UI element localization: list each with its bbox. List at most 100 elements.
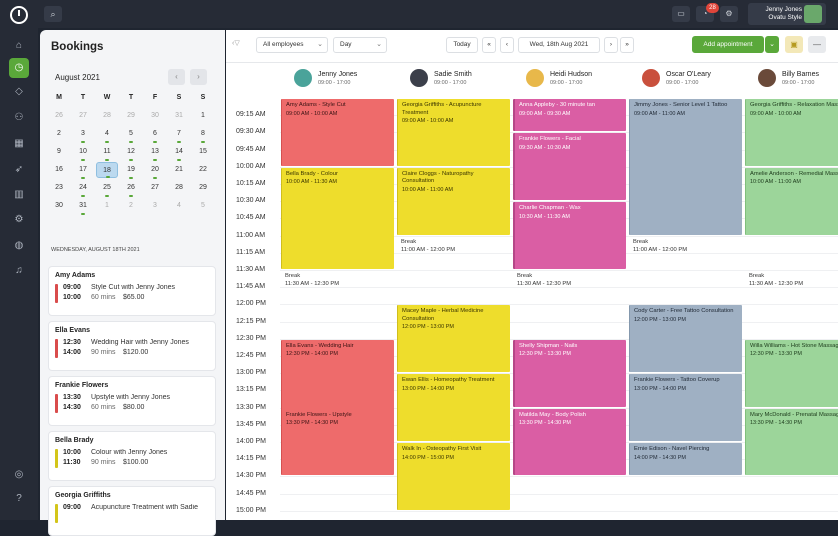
appointment-block[interactable]: Cody Carter - Free Tattoo Consultation 12… (629, 305, 742, 373)
calendar-day[interactable]: 5 (201, 202, 205, 209)
calendar-day[interactable]: 19 (120, 162, 142, 179)
calendar-day[interactable]: 26 (55, 112, 63, 119)
filter-icon[interactable]: ‹▽ (232, 40, 240, 47)
globe-icon[interactable]: ◍ (14, 240, 24, 251)
add-appointment-button[interactable]: Add appointment (692, 36, 764, 53)
calendar-day[interactable]: 23 (55, 184, 63, 191)
employees-dropdown[interactable]: All employees ⌄ (256, 37, 328, 53)
calendar-day[interactable]: 15 (199, 148, 207, 155)
appointment-block[interactable]: Shelly Shipman - Nails 12:30 PM - 13:30 P… (513, 339, 626, 407)
next-month-button[interactable]: › (190, 69, 207, 85)
building-icon[interactable]: ▣ (785, 36, 803, 53)
appointment-block[interactable]: Anna Appleby - 30 minute tan 09:00 AM - 0… (513, 99, 626, 132)
chat-icon[interactable]: ▭ (672, 6, 690, 22)
appointment-block[interactable]: Charlie Chapman - Wax 10:30 AM - 11:30 AM (513, 202, 626, 269)
appointment-block[interactable]: Matilda May - Body Polish 13:30 PM - 14:3… (513, 408, 626, 476)
add-options-chevron-icon[interactable]: ⌄ (765, 36, 779, 53)
calendar-day[interactable]: 11 (96, 144, 118, 161)
tag-icon[interactable]: ◇ (15, 86, 23, 97)
next-week-button[interactable]: » (620, 37, 634, 53)
prev-week-button[interactable]: « (482, 37, 496, 53)
users-icon[interactable]: ⚇ (14, 112, 24, 123)
prev-month-button[interactable]: ‹ (168, 69, 185, 85)
calendar-day[interactable]: 4 (96, 126, 118, 143)
collapse-icon[interactable]: — (808, 36, 826, 53)
staff-column-header[interactable]: Heidi Hudson 09:00 - 17:00 (518, 68, 633, 94)
calendar-day[interactable]: 5 (120, 126, 142, 143)
staff-column-header[interactable]: Oscar O'Leary 09:00 - 17:00 (634, 68, 749, 94)
appointment-block[interactable]: Ernie Edison - Navel Piercing 14:00 PM - … (629, 443, 742, 476)
user-menu[interactable]: Jenny Jones Ovatu Style (748, 3, 826, 25)
calendar-day[interactable]: 1 (201, 112, 205, 119)
calendar-icon[interactable]: ▦ (14, 138, 24, 149)
appointment-block[interactable]: Willa Williams - Hot Stone Massage 12:30 … (745, 339, 838, 407)
appointment-card[interactable]: Frankie Flowers 13:30 14:30 Upstyle with Je… (48, 376, 216, 426)
calendar-day[interactable]: 16 (55, 166, 63, 173)
appointment-block[interactable]: Bella Brady - Colour 10:00 AM - 11:30 AM (281, 167, 394, 269)
appointment-card[interactable]: Georgia Griffiths 09:00 Acupuncture Treatm… (48, 486, 216, 536)
calendar-day[interactable]: 25 (96, 180, 118, 197)
calendar-day[interactable]: 13 (144, 144, 166, 161)
calendar-day[interactable]: 12 (120, 144, 142, 161)
appointment-block[interactable]: Ewan Ellis - Homeopathy Treatment 13:00 P… (397, 374, 510, 441)
appointment-block[interactable]: Claire Cloggs - Naturopathy Consultation… (397, 167, 510, 235)
calendar-day[interactable]: 7 (168, 126, 190, 143)
appointment-block[interactable]: Georgia Griffiths - Acupuncture Treatmen… (397, 99, 510, 166)
appointment-block[interactable]: Frankie Flowers - Facial 09:30 AM - 10:30… (513, 133, 626, 201)
appointment-card[interactable]: Bella Brady 10:00 11:30 Colour with Jenny J… (48, 431, 216, 481)
calendar-day[interactable]: 17 (72, 162, 94, 179)
appointment-block[interactable]: Macey Maple - Herbal Medicine Consultati… (397, 305, 510, 373)
app-logo-icon[interactable] (10, 6, 28, 24)
calendar-day[interactable]: 21 (175, 166, 183, 173)
appointment-block[interactable]: Georgia Griffiths - Relaxation Massage 09… (745, 99, 838, 166)
calendar-day[interactable]: 31 (72, 198, 94, 215)
calendar-day[interactable]: 2 (57, 130, 61, 137)
calendar-day[interactable]: 20 (144, 162, 166, 179)
calendar-day[interactable]: 14 (168, 144, 190, 161)
question-icon[interactable]: ? (16, 493, 22, 504)
appointment-block[interactable]: Frankie Flowers - Upstyle 13:30 PM - 14:3… (281, 408, 394, 476)
appointment-block[interactable]: Amelie Anderson - Remedial Massage 10:00 … (745, 167, 838, 235)
calendar-day[interactable]: 26 (120, 180, 142, 197)
staff-column-header[interactable]: Jenny Jones 09:00 - 17:00 (286, 68, 401, 94)
calendar-day[interactable]: 27 (151, 184, 159, 191)
next-day-button[interactable]: › (604, 37, 618, 53)
today-button[interactable]: Today (446, 37, 478, 53)
current-date[interactable]: Wed, 18th Aug 2021 (518, 37, 600, 53)
calendar-day[interactable]: 3 (72, 126, 94, 143)
calendar-day[interactable]: 29 (199, 184, 207, 191)
view-dropdown[interactable]: Day ⌄ (333, 37, 387, 53)
calendar-day[interactable]: 27 (79, 112, 87, 119)
gears-icon[interactable]: ⚙ (14, 214, 24, 225)
calendar-day[interactable]: 9 (57, 148, 61, 155)
prev-day-button[interactable]: ‹ (500, 37, 514, 53)
search-icon[interactable]: ⌕ (44, 6, 62, 22)
appointment-card[interactable]: Amy Adams 09:00 10:00 Style Cut with Jenny … (48, 266, 216, 316)
clock-icon[interactable]: ◷ (9, 58, 29, 78)
calendar-day[interactable]: 8 (192, 126, 214, 143)
home-icon[interactable]: ⌂ (15, 40, 23, 51)
calendar-day[interactable]: 18 (96, 162, 118, 178)
calendar-day[interactable]: 1 (105, 202, 109, 209)
calendar-day[interactable]: 30 (55, 202, 63, 209)
help-icon[interactable]: ◎ (14, 469, 24, 480)
bell-icon[interactable]: ♫ (15, 265, 23, 276)
calendar-day[interactable]: 29 (127, 112, 135, 119)
calendar-day[interactable]: 3 (153, 202, 157, 209)
staff-column-header[interactable]: Sadie Smith 09:00 - 17:00 (402, 68, 517, 94)
staff-column-header[interactable]: Billy Barnes 09:00 - 17:00 (750, 68, 838, 94)
appointment-card[interactable]: Ella Evans 12:30 14:00 Wedding Hair with Je… (48, 321, 216, 371)
calendar-day[interactable]: 4 (177, 202, 181, 209)
calendar-day[interactable]: 28 (175, 184, 183, 191)
chart-icon[interactable]: ▥ (14, 189, 24, 200)
appointment-block[interactable]: Mary McDonald - Prenatal Massage 13:30 PM… (745, 408, 838, 476)
appointment-block[interactable]: Jimmy Jones - Senior Level 1 Tattoo 09:00… (629, 99, 742, 235)
calendar-day[interactable]: 22 (199, 166, 207, 173)
rocket-icon[interactable]: ➶ (14, 164, 24, 175)
calendar-day[interactable]: 31 (175, 112, 183, 119)
appointment-block[interactable]: Frankie Flowers - Tattoo Coverup 13:00 PM… (629, 374, 742, 441)
settings-icon[interactable]: ⚙ (720, 6, 738, 22)
calendar-day[interactable]: 10 (72, 144, 94, 161)
calendar-day[interactable]: 2 (129, 202, 133, 209)
appointment-block[interactable]: Amy Adams - Style Cut 09:00 AM - 10:00 AM (281, 99, 394, 166)
